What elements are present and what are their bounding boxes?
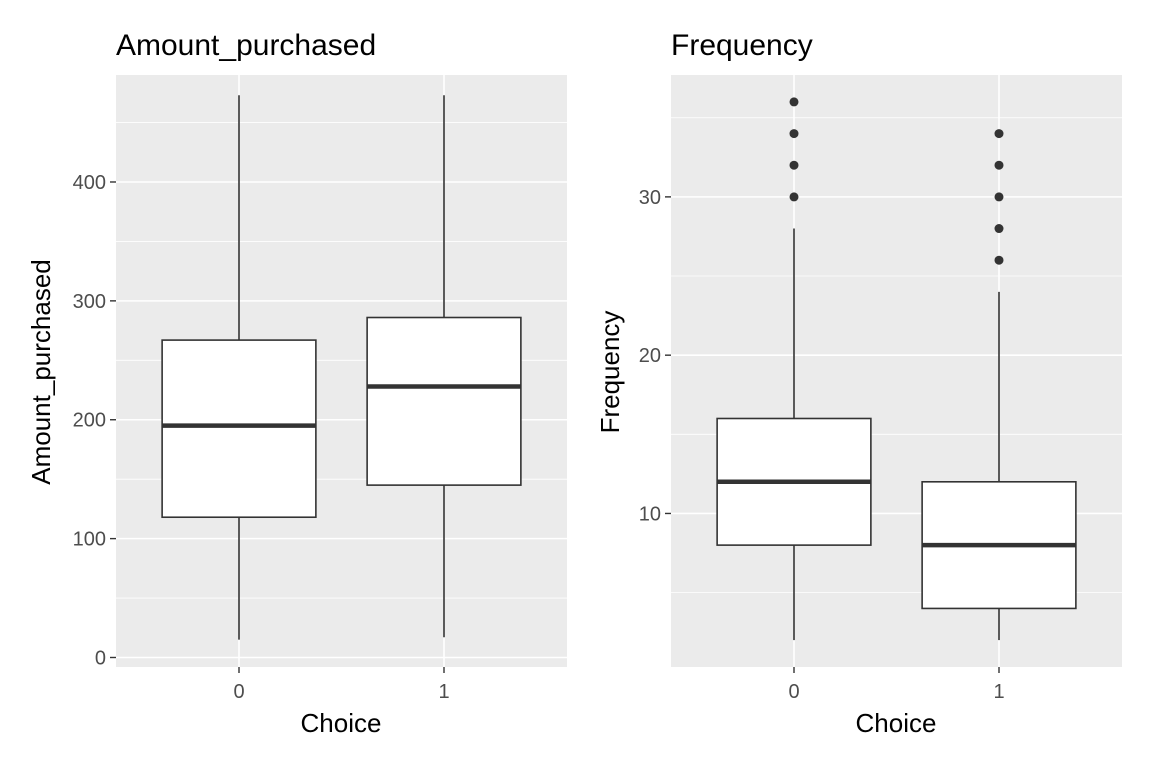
y-tick-label: 30 (639, 187, 661, 209)
box-1 (366, 95, 522, 638)
y-tick-label: 300 (73, 291, 106, 313)
box-iqr (366, 316, 522, 486)
outlier-point (994, 160, 1004, 170)
y-axis-title: Amount_purchased (26, 259, 56, 484)
outlier-point (789, 160, 799, 170)
box-1 (921, 129, 1077, 641)
plot-area (671, 75, 1122, 667)
x-tick-label: 0 (233, 681, 244, 703)
x-tick-label: 1 (993, 681, 1004, 703)
chart-panel-frequency: Frequency Choice Frequency 10 20 30 0 1 (595, 29, 1122, 738)
plot-area (116, 75, 567, 667)
y-tick-label: 200 (73, 410, 106, 432)
chart-panel-amount-purchased: Amount_purchased Choice Amount_purchased… (26, 29, 567, 738)
y-tick-label: 10 (639, 503, 661, 525)
x-axis-title: Choice (301, 708, 382, 738)
box-iqr (161, 339, 317, 519)
x-axis-title: Choice (856, 708, 937, 738)
y-tick-label: 100 (73, 529, 106, 551)
outlier-point (994, 129, 1004, 139)
outlier-point (789, 97, 799, 107)
y-tick-label: 20 (639, 345, 661, 367)
box-0 (716, 97, 872, 641)
outlier-point (789, 192, 799, 202)
chart-title: Amount_purchased (116, 29, 376, 62)
chart-title: Frequency (671, 29, 813, 62)
y-tick-label: 400 (73, 172, 106, 194)
y-axis-title: Frequency (595, 311, 625, 434)
outlier-point (789, 129, 799, 139)
outlier-point (994, 192, 1004, 202)
box-0 (161, 95, 317, 640)
outlier-point (994, 224, 1004, 234)
x-tick-label: 1 (438, 681, 449, 703)
y-tick-label: 0 (95, 647, 106, 669)
x-tick-label: 0 (788, 681, 799, 703)
outlier-point (994, 255, 1004, 265)
